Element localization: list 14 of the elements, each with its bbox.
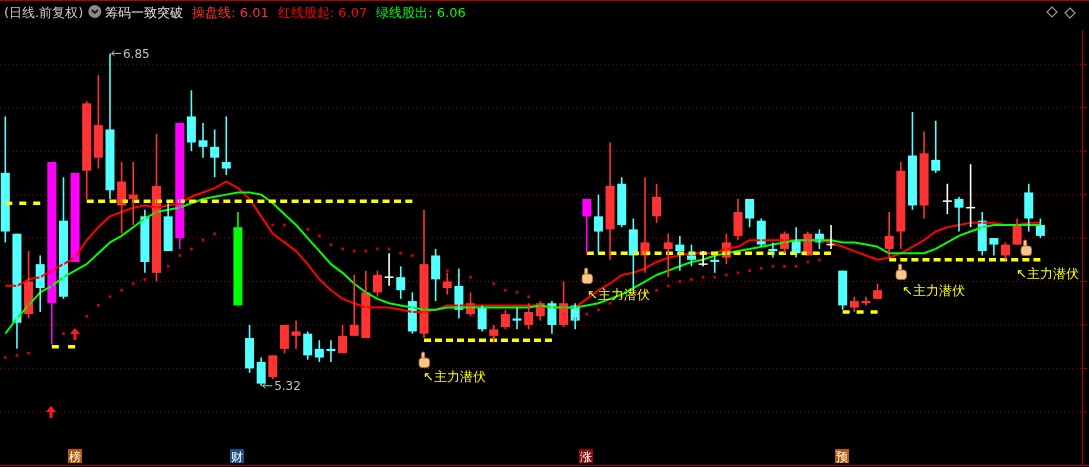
text: 榜 [69,449,81,464]
text: 绿线股出: 6.06 [376,5,466,20]
chart-title: (日线.前复权) [4,5,84,20]
annotation: ↖主力潜伏 [423,369,486,384]
chart-subtitle: 筹码一致突破 [105,5,184,20]
text: 预 [836,449,848,464]
text: 财 [231,449,243,464]
text: 红线股起: 6.07 [277,5,368,20]
annotation: ↖主力潜伏 [902,283,965,298]
text: 操盘线: 6.01 [192,5,269,20]
annotation: ↖主力潜伏 [1016,266,1079,281]
annotation: 6.85 [122,46,150,61]
annotation: 5.32 [274,379,301,394]
text: 涨 [580,449,592,464]
